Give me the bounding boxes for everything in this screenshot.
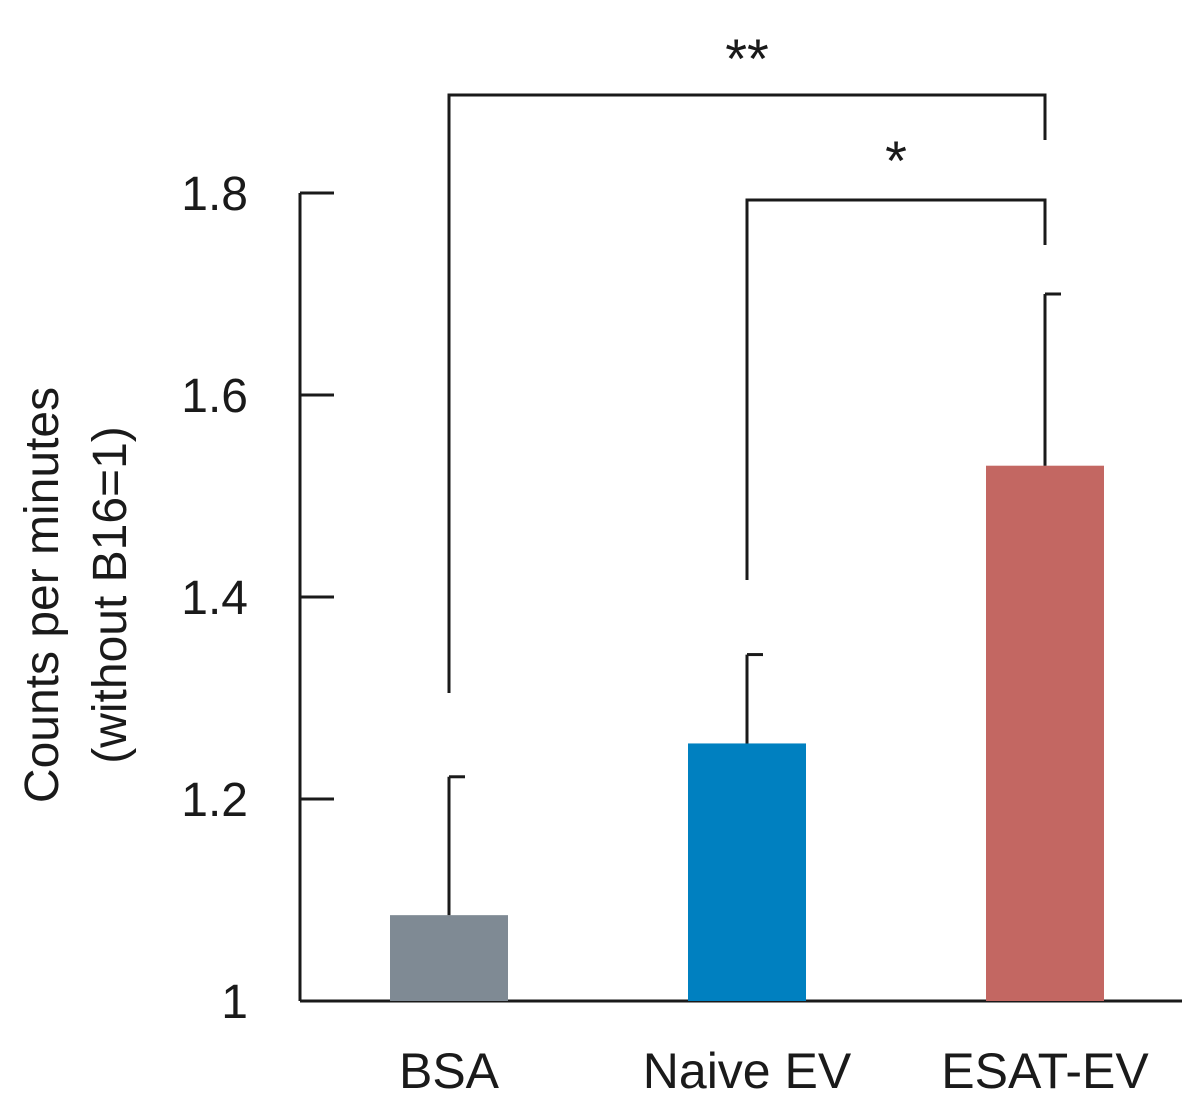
bar [688, 743, 806, 1001]
category-label: Naive EV [643, 1043, 852, 1099]
y-tick-label: 1.8 [181, 168, 248, 221]
significance-bracket [745, 198, 1047, 580]
bar [390, 915, 508, 1001]
y-tick-label: 1.4 [181, 572, 248, 625]
y-axis-title-line1: Counts per minutes [16, 387, 69, 803]
y-tick-label: 1 [221, 976, 248, 1029]
bar [986, 465, 1104, 1001]
y-tick-label: 1.6 [181, 370, 248, 423]
y-tick-label: 1.2 [181, 774, 248, 827]
y-axis-title-line2: (without B16=1) [84, 426, 137, 764]
significance-bracket [447, 93, 1047, 693]
category-label: BSA [399, 1043, 500, 1099]
category-label: ESAT-EV [941, 1043, 1149, 1099]
significance-label: ** [725, 27, 769, 90]
y-axis-title: Counts per minutes (without B16=1) [16, 387, 137, 803]
significance-label: * [885, 129, 907, 192]
